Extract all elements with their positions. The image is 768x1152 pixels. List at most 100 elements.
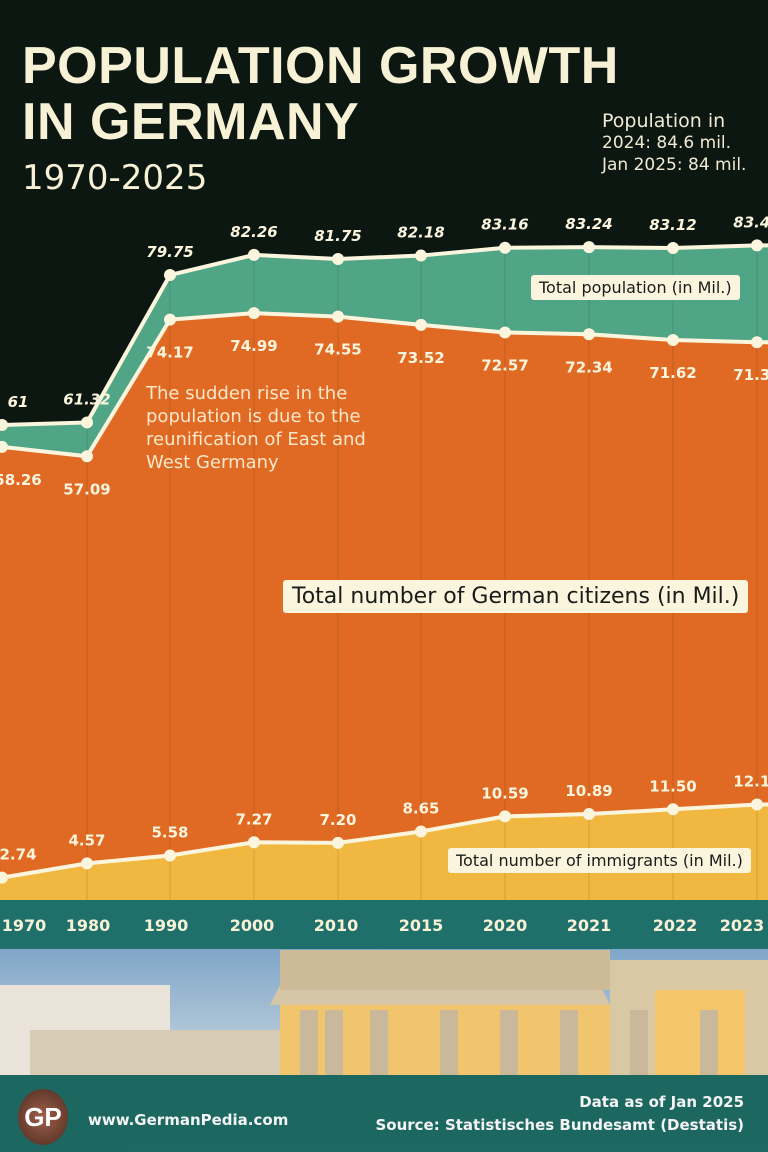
citizens-point [583,328,595,341]
chart-title: POPULATION GROWTH IN GERMANY [22,38,619,150]
total-population-label: 83.46 [733,213,768,231]
immigrants-point [583,808,595,821]
gate-column [325,1010,343,1075]
reunification-annotation: The sudden rise in the population is due… [146,383,366,473]
german-citizens-label: 71.62 [649,364,696,382]
total-population-label: 61.32 [63,390,110,408]
x-axis-band [0,900,768,949]
citizens-point [164,313,176,326]
gate-column [370,1010,388,1075]
x-tick-label: 2023 [720,916,765,935]
immigrants-point [332,836,344,849]
gate-column [560,1010,578,1075]
immigrants-point [248,836,260,849]
total-point [751,239,763,252]
citizens-point [499,326,511,339]
title-line: IN GERMANY [22,93,360,151]
citizens-point [667,334,679,347]
x-tick-label: 2020 [483,916,528,935]
x-tick-label: 1980 [66,916,111,935]
x-tick-label: 2015 [399,916,444,935]
germanpedia-logo: GP [18,1089,68,1145]
data-source: Source: Statistisches Bundesamt (Destati… [375,1116,744,1134]
gate-column [700,1010,718,1075]
gate-column [300,1010,318,1075]
x-tick-label: 2021 [567,916,612,935]
total-population-label: 81.75 [314,227,361,245]
total-point [667,242,679,255]
gate-column [500,1010,518,1075]
immigrants-label: 2.74 [0,846,37,864]
data-date: Data as of Jan 2025 [579,1093,744,1111]
citizens-point [415,318,427,331]
german-citizens-label: 72.57 [481,356,528,374]
source-info: Data as of Jan 2025 Source: Statistische… [375,1091,744,1137]
german-citizens-label: 57.09 [63,480,110,498]
note-line: Jan 2025: 84 mil. [602,155,747,175]
x-tick-label: 2000 [230,916,275,935]
note-line: 2024: 84.6 mil. [602,133,732,153]
x-tick-label: 1970 [2,916,47,935]
immigrants-point [415,825,427,838]
immigrants-label: 4.57 [68,831,105,849]
total-population-label: 83.24 [565,215,612,233]
total-population-label: 61 [8,393,29,411]
total-point [81,416,93,429]
immigrants-point [0,871,8,884]
citizens-point [248,307,260,320]
total-point [0,419,8,431]
x-tick-label: 1990 [144,916,189,935]
immigrants-point [81,857,93,870]
total-population-line [0,243,768,427]
immigrants-label: 8.65 [402,800,439,818]
german-citizens-label: 58.26 [0,471,42,489]
total-point [248,248,260,261]
total-point [583,241,595,254]
german-citizens-label: 71.35 [733,366,768,384]
x-tick-label: 2022 [653,916,698,935]
title-line: POPULATION GROWTH [22,37,619,95]
total-point [415,249,427,262]
total-population-label: 82.18 [397,224,444,242]
footer: GP www.GermanPedia.com Data as of Jan 20… [0,1075,768,1152]
total-population-label: 82.26 [230,223,277,241]
immigrants-label: 7.20 [319,811,356,829]
immigrants-point [499,810,511,823]
german-citizens-label: 74.99 [230,337,277,355]
website-link[interactable]: www.GermanPedia.com [88,1111,289,1129]
citizens-point [0,440,8,453]
total-population-label: 79.75 [146,243,193,261]
immigrants-label: 7.27 [235,810,272,828]
total-population-label: 83.16 [481,216,528,234]
immigrants-label: 10.89 [565,782,612,800]
immigrants-label: 10.59 [481,784,528,802]
legend-german-citizens: Total number of German citizens (in Mil.… [283,580,749,613]
legend-total-population: Total population (in Mil.) [531,275,740,300]
gate-column [630,1010,648,1075]
gate-column [440,1010,458,1075]
german-citizens-label: 73.52 [397,349,444,367]
citizens-point [751,336,763,349]
immigrants-label: 12.11 [733,773,768,791]
x-tick-label: 2010 [314,916,359,935]
legend-immigrants: Total number of immigrants (in Mil.) [448,848,751,873]
german-citizens-label: 72.34 [565,358,612,376]
total-population-label: 83.12 [649,216,696,234]
population-note: Population in 2024: 84.6 mil. Jan 2025: … [602,110,746,176]
immigrants-area [0,804,768,900]
german-citizens-line [0,311,768,459]
total-point [332,253,344,265]
german-citizens-label: 74.55 [314,341,361,359]
immigrants-label: 5.58 [151,823,188,841]
immigrants-line [0,802,768,880]
citizens-point [81,450,93,463]
total-point [499,241,511,254]
immigrants-point [751,798,763,811]
german-citizens-label: 74.17 [146,344,193,362]
chart-subtitle: 1970-2025 [22,158,208,198]
note-line: Population in [602,110,726,132]
immigrants-point [667,803,679,816]
total-point [164,269,176,281]
immigrants-point [164,849,176,862]
citizens-point [332,310,344,323]
